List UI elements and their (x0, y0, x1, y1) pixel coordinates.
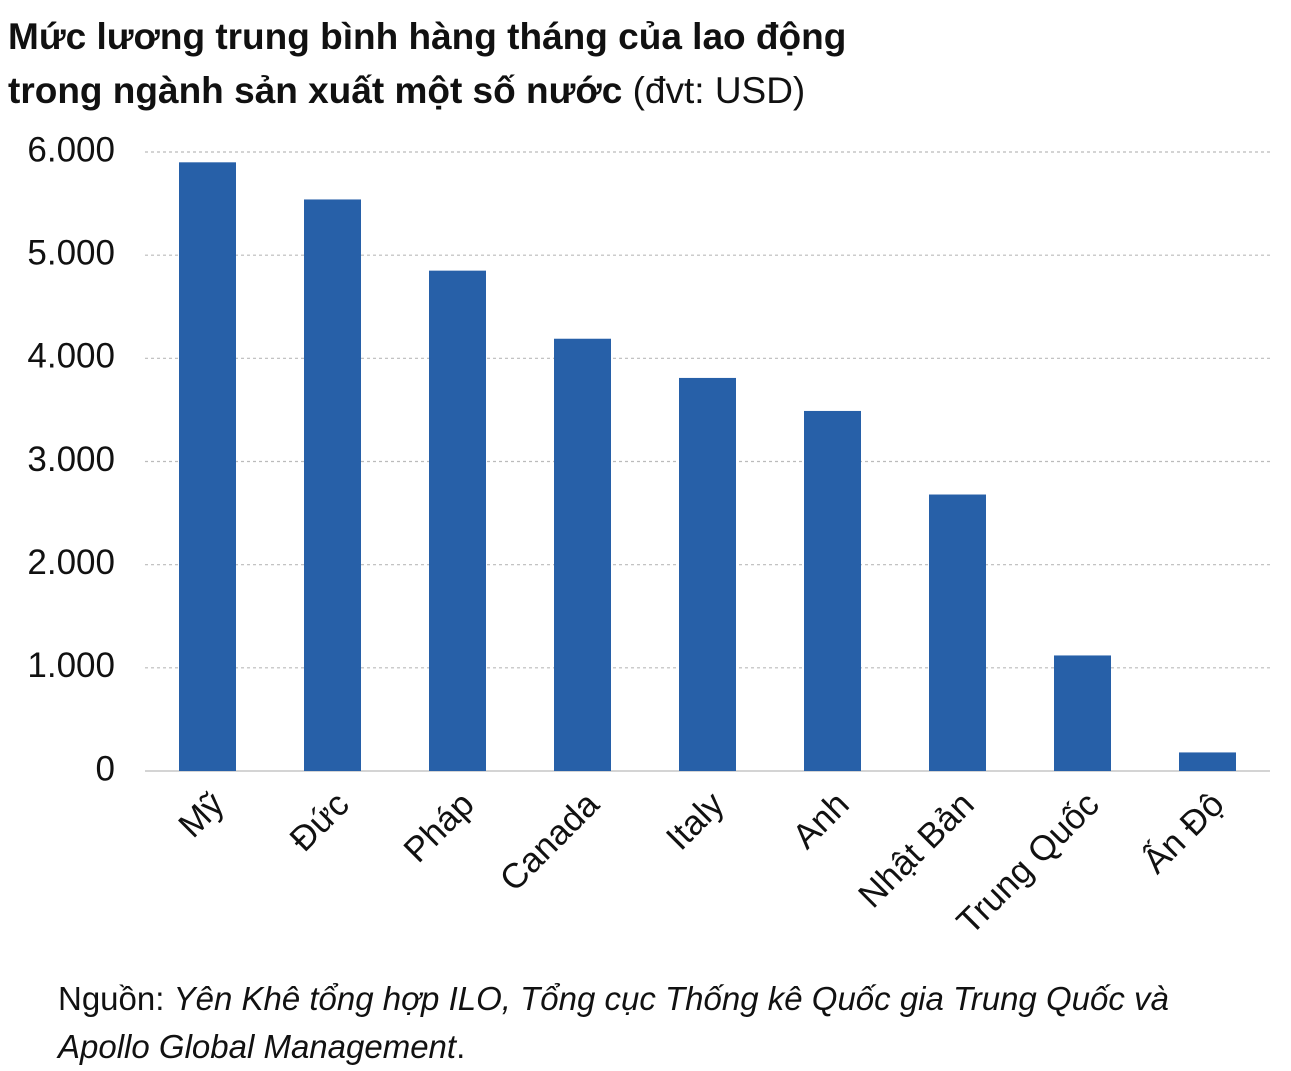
x-tick-label: Đức (282, 785, 356, 859)
y-tick-label: 3.000 (27, 440, 115, 479)
title-line: trong ngành sản xuất một số nước (8, 70, 623, 111)
source-text: Yên Khê tổng hợp ILO, Tổng cục Thống kê … (58, 980, 1169, 1065)
bar (429, 270, 486, 771)
y-tick-label: 5.000 (27, 233, 115, 272)
y-tick-label: 4.000 (27, 337, 115, 376)
y-tick-label: 1.000 (27, 646, 115, 685)
x-tick-label: Ấn Độ (1135, 784, 1232, 881)
chart-title: Mức lương trung bình hàng tháng của lao … (8, 10, 846, 118)
source-note: Nguồn: Yên Khê tổng hợp ILO, Tổng cục Th… (58, 975, 1258, 1071)
subtitle: (đvt: USD) (632, 70, 806, 111)
x-tick-label: Canada (492, 784, 607, 899)
bar (304, 199, 361, 771)
source-label: Nguồn: (58, 980, 165, 1017)
y-tick-label: 2.000 (27, 543, 115, 582)
bar (929, 494, 986, 771)
x-tick-label: Mỹ (171, 784, 232, 845)
bar (1179, 752, 1236, 771)
y-tick-label: 6.000 (27, 130, 115, 169)
bar (804, 410, 861, 771)
chart: 0 1.000 2.000 3.000 4.000 5.000 6.000 Mỹ Đức Pháp… (27, 130, 1270, 942)
y-tick-label: 0 (96, 749, 115, 788)
source-end: . (456, 1028, 466, 1065)
bar (1054, 655, 1111, 771)
title-line: Mức lương trung bình hàng tháng của lao … (8, 16, 847, 57)
bar (179, 162, 236, 772)
x-tick-label: Italy (659, 784, 732, 857)
bar (679, 377, 736, 771)
x-tick-label: Anh (785, 785, 857, 857)
bar (554, 338, 611, 771)
title-line: trong ngành sản xuất một số nước (đvt: U… (8, 64, 846, 118)
x-tick-label: Pháp (396, 785, 481, 870)
x-tick-label: Nhật Bản (851, 785, 982, 916)
